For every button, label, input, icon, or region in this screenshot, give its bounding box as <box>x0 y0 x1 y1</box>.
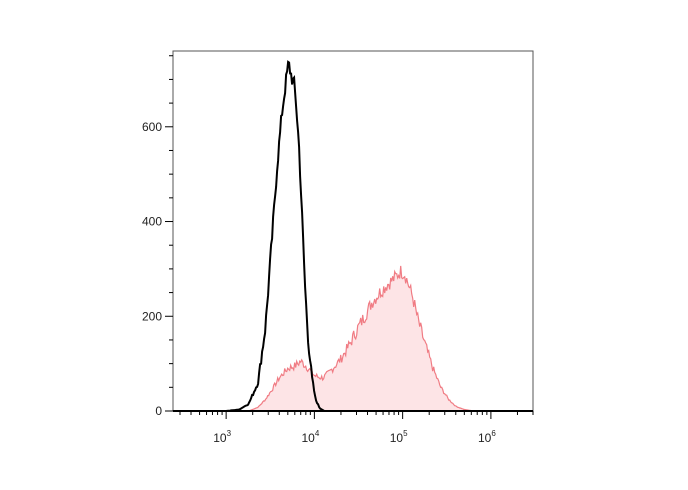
y-tick-label: 0 <box>155 404 162 418</box>
y-tick-label: 200 <box>142 309 162 323</box>
plot-area <box>226 60 474 412</box>
sample-histogram-fill <box>248 265 474 411</box>
x-tick-label: 104 <box>301 429 319 445</box>
control-histogram-line <box>226 60 325 412</box>
y-tick-label: 600 <box>142 120 162 134</box>
y-tick-label: 400 <box>142 215 162 229</box>
axes: 103 104 105 106 0 200 400 600 <box>142 50 534 445</box>
x-tick-label: 106 <box>478 429 496 445</box>
sample-histogram-line <box>248 265 474 412</box>
x-tick-label: 103 <box>213 429 231 445</box>
x-tick-label: 105 <box>390 429 408 445</box>
